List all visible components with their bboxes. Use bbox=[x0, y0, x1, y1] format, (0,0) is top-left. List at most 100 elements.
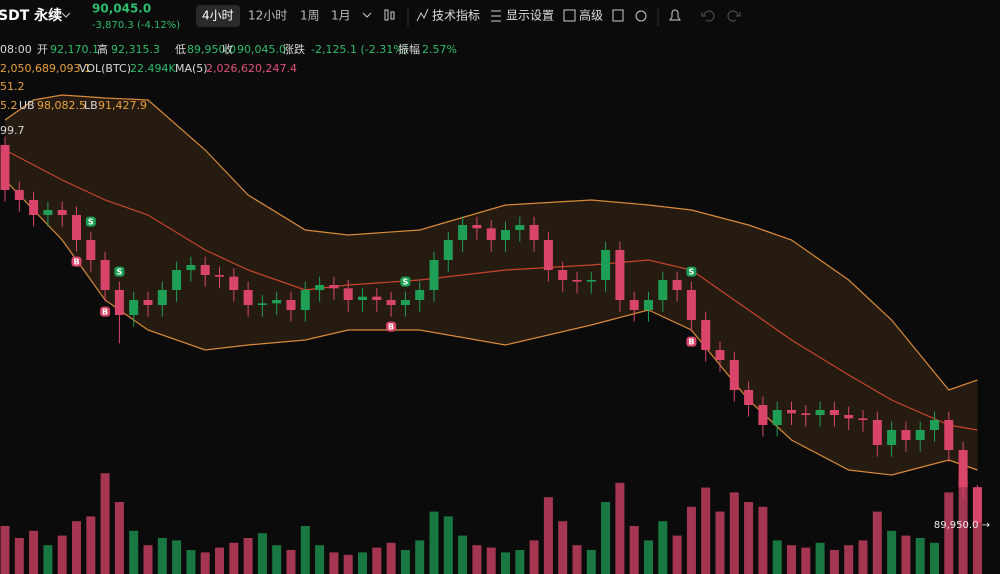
info-text: 低 bbox=[175, 43, 186, 56]
signal-marker bbox=[114, 266, 125, 277]
volume-bar bbox=[300, 526, 310, 574]
timeframe-tab[interactable]: 1周 bbox=[300, 9, 320, 23]
candle-body bbox=[129, 300, 139, 315]
volume-bar bbox=[172, 540, 182, 574]
icon[interactable] bbox=[669, 9, 681, 21]
candle-body bbox=[543, 240, 553, 270]
candle-body bbox=[86, 240, 96, 260]
volume-bar bbox=[872, 511, 882, 574]
candle-body bbox=[114, 290, 124, 315]
symbol[interactable]: SDT 永续 bbox=[0, 7, 62, 24]
icon[interactable] bbox=[727, 10, 741, 22]
volume-bar bbox=[901, 535, 911, 574]
volume-bar bbox=[543, 497, 553, 574]
volume-bar bbox=[515, 550, 525, 574]
info-text: 91,427.9 bbox=[98, 99, 147, 112]
candle-body bbox=[172, 270, 182, 290]
icons bbox=[384, 7, 741, 26]
volume-bar bbox=[243, 538, 253, 574]
volume-bar bbox=[472, 545, 482, 574]
timeframe-tab[interactable]: 1月 bbox=[331, 9, 351, 23]
candle-body bbox=[801, 413, 811, 415]
volume-bar bbox=[915, 538, 925, 574]
icon[interactable] bbox=[635, 10, 647, 22]
volume-bar bbox=[114, 502, 124, 574]
volume-bar bbox=[186, 550, 196, 574]
volume-bar bbox=[100, 473, 110, 574]
volume-bar bbox=[43, 545, 53, 574]
icon[interactable] bbox=[563, 9, 576, 22]
candle-body bbox=[586, 280, 596, 282]
info-text: -2,125.1 (-2.31%) bbox=[311, 43, 408, 56]
candle-body bbox=[343, 288, 353, 300]
candle-body bbox=[601, 250, 611, 280]
volume-bar bbox=[601, 502, 611, 574]
price-change: -3,870.3 (-4.12%) bbox=[92, 20, 180, 31]
info-text: 92,170.1 bbox=[50, 43, 99, 56]
volume-bar bbox=[958, 478, 968, 574]
volume-bar bbox=[972, 520, 982, 574]
signal-label: B bbox=[102, 308, 108, 317]
candle-body bbox=[787, 410, 796, 414]
candle-body bbox=[615, 250, 625, 300]
candle-body bbox=[229, 276, 239, 290]
candle-body bbox=[215, 275, 224, 277]
signal-label: B bbox=[73, 258, 79, 267]
info-text: 5.2 bbox=[0, 99, 18, 112]
candle-body bbox=[629, 300, 639, 310]
volume-bar bbox=[143, 545, 153, 574]
icon[interactable] bbox=[491, 10, 501, 22]
volume-bar bbox=[930, 542, 939, 574]
info-text: 98,082.5 bbox=[37, 99, 86, 112]
volume-bar bbox=[672, 535, 682, 574]
info-text: VOL(BTC) bbox=[79, 62, 131, 75]
icon[interactable] bbox=[701, 10, 715, 22]
volume-bar bbox=[358, 552, 367, 574]
candle-body bbox=[200, 265, 210, 275]
candle-body bbox=[143, 300, 153, 305]
info-text: LB bbox=[84, 99, 98, 112]
volume-bar bbox=[200, 552, 210, 574]
volume-bar bbox=[486, 547, 496, 574]
volume-bar bbox=[286, 550, 296, 574]
candle-body bbox=[272, 300, 282, 304]
icon[interactable] bbox=[416, 8, 429, 22]
signal-marker bbox=[85, 216, 96, 227]
volume-bar bbox=[343, 554, 353, 574]
volume-bar bbox=[858, 540, 868, 574]
candle-body bbox=[157, 290, 167, 305]
last-price: 90,045.0 bbox=[92, 2, 151, 16]
volume-bar bbox=[372, 547, 382, 574]
candle-body bbox=[400, 300, 410, 305]
volume-bar bbox=[529, 540, 539, 574]
icon[interactable] bbox=[390, 11, 395, 20]
candle-body bbox=[944, 420, 954, 450]
candle-body bbox=[486, 228, 496, 240]
volume-bar bbox=[386, 542, 396, 574]
volume-bar bbox=[829, 550, 839, 574]
signal-marker bbox=[686, 266, 697, 277]
chevron[interactable] bbox=[61, 12, 71, 18]
tool-button[interactable]: 技术指标 bbox=[432, 8, 480, 23]
icon[interactable] bbox=[384, 9, 389, 21]
volume-bar bbox=[458, 535, 468, 574]
volume-bar bbox=[0, 526, 10, 574]
timeframe-tab[interactable]: 12小时 bbox=[248, 9, 287, 23]
info-text: 08:00 bbox=[0, 43, 32, 56]
candle-body bbox=[472, 225, 482, 229]
timeframe-tab[interactable]: 4小时 bbox=[202, 9, 234, 23]
signal-label: B bbox=[388, 323, 394, 332]
icon[interactable] bbox=[612, 9, 624, 22]
candle-body bbox=[572, 280, 582, 282]
candle-body bbox=[100, 260, 110, 290]
info-text: 51.2 bbox=[0, 80, 25, 93]
tool-button[interactable]: 高级 bbox=[579, 8, 603, 23]
signal-marker bbox=[71, 256, 82, 267]
info-text: 2.57% bbox=[422, 43, 457, 56]
price-label: 89,950.0 → bbox=[934, 520, 990, 531]
candle-body bbox=[386, 300, 396, 305]
chevron[interactable] bbox=[362, 12, 372, 18]
tool-button[interactable]: 显示设置 bbox=[506, 9, 554, 23]
info-text: 90,045.0 bbox=[237, 43, 286, 56]
volume-bar bbox=[29, 530, 39, 574]
